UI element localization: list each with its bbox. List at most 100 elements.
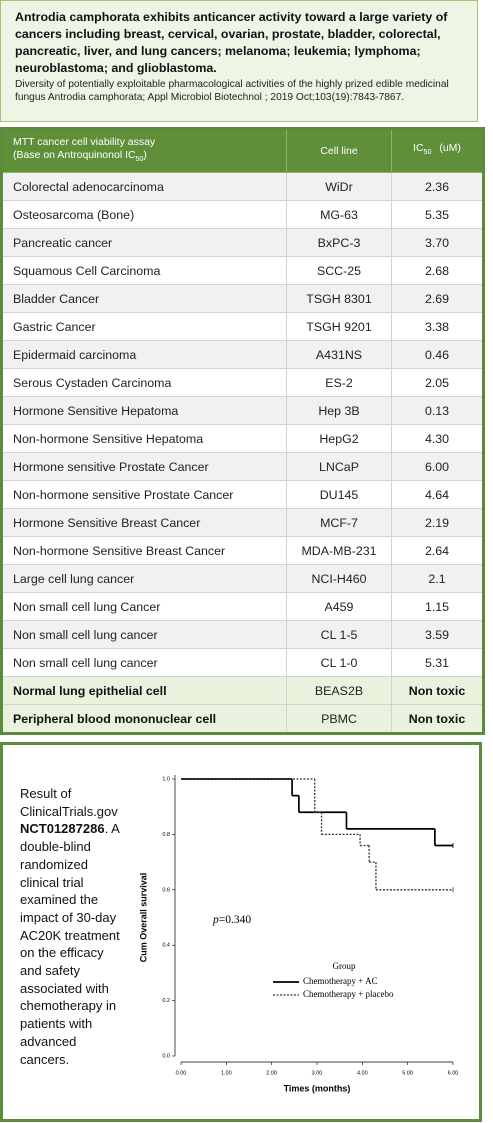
column-header: Cell line [286,128,392,173]
table-cell: 2.05 [391,368,484,397]
table-row: Gastric Cancer TSGH 9201 3.38 [1,312,484,341]
table-cell: BEAS2B [286,676,392,705]
table-cell: Osteosarcoma (Bone) [1,200,287,229]
table-cell: Non toxic [391,704,484,734]
table-cell: Gastric Cancer [1,312,287,341]
trial-box: Result of ClinicalTrials.gov NCT01287286… [0,742,482,1122]
table-row: Serous Cystaden Carcinoma ES-2 2.05 [1,368,484,397]
table-cell: CL 1-5 [286,620,392,649]
y-tick-label: 0.4 [162,943,170,949]
header-text: IC [413,142,424,155]
table-cell: 2.64 [391,536,484,565]
table-row: Hormone Sensitive Hepatoma Hep 3B 0.13 [1,396,484,425]
header-subscript: 50 [423,149,432,157]
table-row: Normal lung epithelial cell BEAS2B Non tox… [1,676,484,705]
table-cell: 1.15 [391,592,484,621]
table-row: Osteosarcoma (Bone) MG-63 5.35 [1,200,484,229]
table-cell: NCI-H460 [286,564,392,593]
table-cell: Non small cell lung Cancer [1,592,287,621]
y-tick-label: 0.2 [162,998,170,1004]
table-cell: MCF-7 [286,508,392,537]
table-cell: CL 1-0 [286,648,392,677]
table-cell: TSGH 9201 [286,312,392,341]
table-cell: 6.00 [391,452,484,481]
header-row: MTT cancer cell viability assay (Base on … [1,128,484,173]
trial-id: NCT01287286 [20,821,105,837]
table-cell: Pancreatic cancer [1,228,287,257]
table-cell: Serous Cystaden Carcinoma [1,368,287,397]
table-row: Pancreatic cancer BxPC-3 3.70 [1,228,484,257]
annotation-text: =0.340 [219,914,252,926]
legend-label: Chemotherapy + AC [303,976,378,986]
table-cell: Non-hormone Sensitive Breast Cancer [1,536,287,565]
table-cell: 4.30 [391,424,484,453]
table-cell: A459 [286,592,392,621]
table-cell: 2.1 [391,564,484,593]
table-cell: DU145 [286,480,392,509]
x-tick-label: 2.00 [266,1070,277,1076]
x-tick-label: 0.00 [176,1070,187,1076]
table-cell: Bladder Cancer [1,284,287,313]
table-cell: Hormone Sensitive Hepatoma [1,396,287,425]
table-cell: Hep 3B [286,396,392,425]
header-text: (uM) [439,142,461,155]
table-cell: 2.36 [391,172,484,201]
column-header: IC50 (uM) [391,128,484,173]
header-title: Antrodia camphorata exhibits anticancer … [15,10,448,75]
x-tick-label: 1.00 [221,1070,232,1076]
table-row: Epidermaid carcinoma A431NS 0.46 [1,340,484,369]
table-row: Non-hormone Sensitive Breast Cancer MDA-M… [1,536,484,565]
table-cell: Non-hormone Sensitive Hepatoma [1,424,287,453]
note-text: Result of ClinicalTrials.gov [20,786,118,819]
table-row: Hormone Sensitive Breast Cancer MCF-7 2.19 [1,508,484,537]
table-cell: 0.13 [391,396,484,425]
table-row: Bladder Cancer TSGH 8301 2.69 [1,284,484,313]
table-cell: 4.64 [391,480,484,509]
table-row: Large cell lung cancer NCI-H460 2.1 [1,564,484,593]
header-subscript: 50 [135,156,144,164]
y-tick-label: 0.8 [162,832,170,838]
annotation: p=0.340 [212,914,251,926]
table-cell: 3.70 [391,228,484,257]
header-text: ) [143,148,147,161]
table-row: Non small cell lung cancer CL 1-5 3.59 [1,620,484,649]
table-cell: Colorectal adenocarcinoma [1,172,287,201]
table-cell: 2.69 [391,284,484,313]
table-cell: MG-63 [286,200,392,229]
table-row: Colorectal adenocarcinoma WiDr 2.36 [1,172,484,201]
table-cell: ES-2 [286,368,392,397]
table-cell: 5.35 [391,200,484,229]
header-text: MTT cancer cell viability assay [13,135,156,148]
y-tick-label: 0.0 [162,1053,170,1059]
header-text: Cell line [320,144,358,157]
legend-title: Group [333,961,356,971]
table-cell: 2.68 [391,256,484,285]
table-cell: Normal lung epithelial cell [1,676,287,705]
citation: Diversity of potentially exploitable pha… [15,79,449,103]
table-cell: 3.38 [391,312,484,341]
x-tick-label: 4.00 [357,1070,368,1076]
annotation-symbol: p [212,914,219,926]
table-cell: WiDr [286,172,392,201]
y-tick-label: 0.6 [162,887,170,893]
trial-note: Result of ClinicalTrials.gov NCT01287286… [20,785,126,1068]
table-row: Non small cell lung Cancer A459 1.15 [1,592,484,621]
table-cell: Non-hormone sensitive Prostate Cancer [1,480,287,509]
table-cell: BxPC-3 [286,228,392,257]
table-cell: Non toxic [391,676,484,705]
y-tick-label: 1.0 [162,776,170,782]
table-cell: 3.59 [391,620,484,649]
table-cell: HepG2 [286,424,392,453]
y-axis-label: Cum Overall survival [138,873,148,963]
table-row: Non small cell lung cancer CL 1-0 5.31 [1,648,484,677]
table-cell: A431NS [286,340,392,369]
x-tick-label: 3.00 [312,1070,323,1076]
table-cell: PBMC [286,704,392,734]
table-row: Hormone sensitive Prostate Cancer LNCaP 6.… [1,452,484,481]
table-cell: 5.31 [391,648,484,677]
x-tick-label: 6.00 [448,1070,459,1076]
column-header: MTT cancer cell viability assay (Base on … [1,128,287,173]
table-cell: Hormone sensitive Prostate Cancer [1,452,287,481]
table-cell: Peripheral blood mononuclear cell [1,704,287,734]
header-box: Antrodia camphorata exhibits anticancer … [0,0,478,122]
